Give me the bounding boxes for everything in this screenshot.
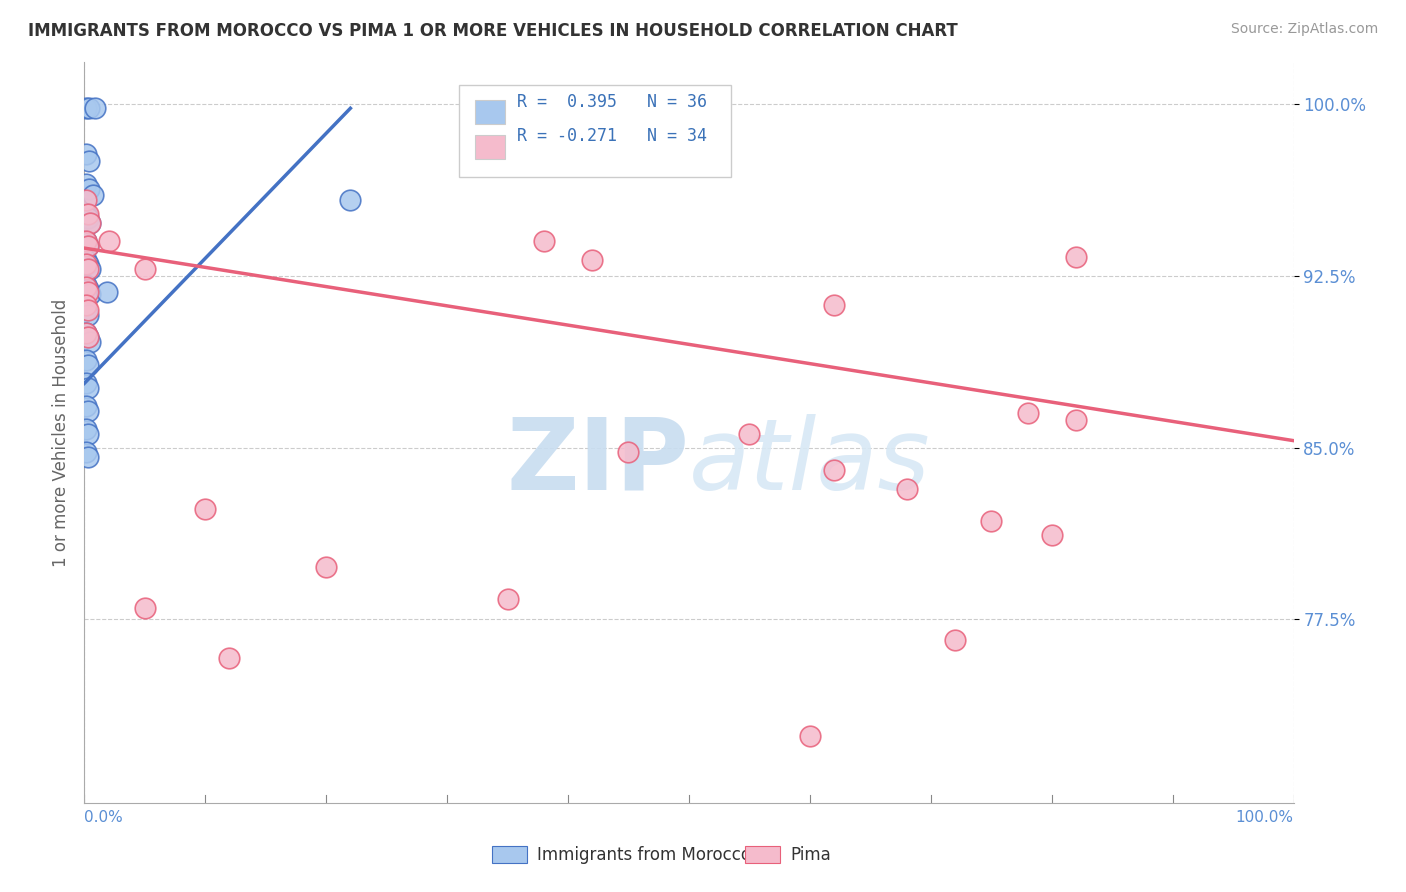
Point bbox=[75, 193, 97, 207]
Point bbox=[75, 326, 97, 340]
Point bbox=[79, 261, 101, 276]
Point bbox=[79, 287, 101, 301]
Point bbox=[1064, 413, 1087, 427]
Point bbox=[75, 234, 97, 248]
Point bbox=[97, 234, 120, 248]
Point bbox=[134, 601, 156, 615]
Point bbox=[77, 330, 100, 344]
Point bbox=[943, 633, 966, 648]
Point bbox=[77, 153, 100, 168]
Point bbox=[896, 482, 918, 496]
Point bbox=[75, 326, 97, 340]
Point bbox=[75, 280, 97, 294]
Point bbox=[339, 193, 361, 207]
Point bbox=[96, 285, 118, 299]
Point bbox=[75, 177, 97, 191]
Point bbox=[77, 308, 100, 322]
Point bbox=[496, 591, 519, 606]
Text: Pima: Pima bbox=[790, 846, 831, 863]
Text: 100.0%: 100.0% bbox=[1236, 810, 1294, 825]
Point bbox=[194, 502, 217, 516]
Point bbox=[134, 261, 156, 276]
Point bbox=[77, 239, 100, 253]
Point bbox=[75, 376, 97, 391]
Point bbox=[77, 101, 100, 115]
Point bbox=[75, 277, 97, 292]
Point bbox=[533, 234, 555, 248]
Y-axis label: 1 or more Vehicles in Household: 1 or more Vehicles in Household bbox=[52, 299, 70, 566]
Point bbox=[75, 257, 97, 271]
Point bbox=[617, 445, 640, 459]
Point bbox=[77, 285, 100, 299]
Point bbox=[77, 207, 100, 221]
Point bbox=[75, 422, 97, 436]
Point bbox=[77, 330, 100, 344]
Point bbox=[77, 282, 100, 296]
Point bbox=[75, 399, 97, 413]
Point bbox=[738, 426, 761, 441]
Point bbox=[82, 188, 104, 202]
Text: 0.0%: 0.0% bbox=[84, 810, 124, 825]
Point bbox=[84, 101, 107, 115]
Text: Immigrants from Morocco: Immigrants from Morocco bbox=[537, 846, 751, 863]
Point bbox=[75, 252, 97, 267]
Point bbox=[77, 181, 100, 195]
Point bbox=[77, 381, 100, 395]
Point bbox=[77, 450, 100, 464]
Point bbox=[77, 358, 100, 372]
Point bbox=[315, 559, 337, 574]
Point bbox=[1040, 527, 1063, 541]
Point bbox=[77, 211, 100, 226]
Bar bbox=[475, 100, 505, 124]
Bar bbox=[475, 135, 505, 159]
Point bbox=[75, 234, 97, 248]
Point bbox=[75, 298, 97, 312]
Point bbox=[77, 261, 100, 276]
Point bbox=[77, 239, 100, 253]
Point bbox=[799, 729, 821, 743]
Point bbox=[581, 252, 603, 267]
Point bbox=[77, 303, 100, 318]
Text: Source: ZipAtlas.com: Source: ZipAtlas.com bbox=[1230, 22, 1378, 37]
Point bbox=[79, 334, 101, 349]
Point bbox=[75, 353, 97, 368]
FancyBboxPatch shape bbox=[460, 85, 731, 178]
Point bbox=[823, 463, 845, 477]
Point bbox=[75, 207, 97, 221]
Point bbox=[823, 298, 845, 312]
Text: R = -0.271   N = 34: R = -0.271 N = 34 bbox=[517, 128, 707, 145]
Text: atlas: atlas bbox=[689, 414, 931, 511]
Point bbox=[1017, 406, 1039, 420]
Point bbox=[75, 303, 97, 318]
Text: IMMIGRANTS FROM MOROCCO VS PIMA 1 OR MORE VEHICLES IN HOUSEHOLD CORRELATION CHAR: IMMIGRANTS FROM MOROCCO VS PIMA 1 OR MOR… bbox=[28, 22, 957, 40]
Point bbox=[79, 216, 101, 230]
Point bbox=[75, 147, 97, 161]
Point bbox=[75, 445, 97, 459]
Point bbox=[79, 216, 101, 230]
Point bbox=[980, 514, 1002, 528]
Text: R =  0.395   N = 36: R = 0.395 N = 36 bbox=[517, 93, 707, 111]
Text: ZIP: ZIP bbox=[506, 414, 689, 511]
Point bbox=[1064, 250, 1087, 264]
Point bbox=[77, 257, 100, 271]
Point bbox=[75, 101, 97, 115]
Point bbox=[77, 404, 100, 418]
Point bbox=[77, 426, 100, 441]
Point bbox=[218, 651, 240, 665]
